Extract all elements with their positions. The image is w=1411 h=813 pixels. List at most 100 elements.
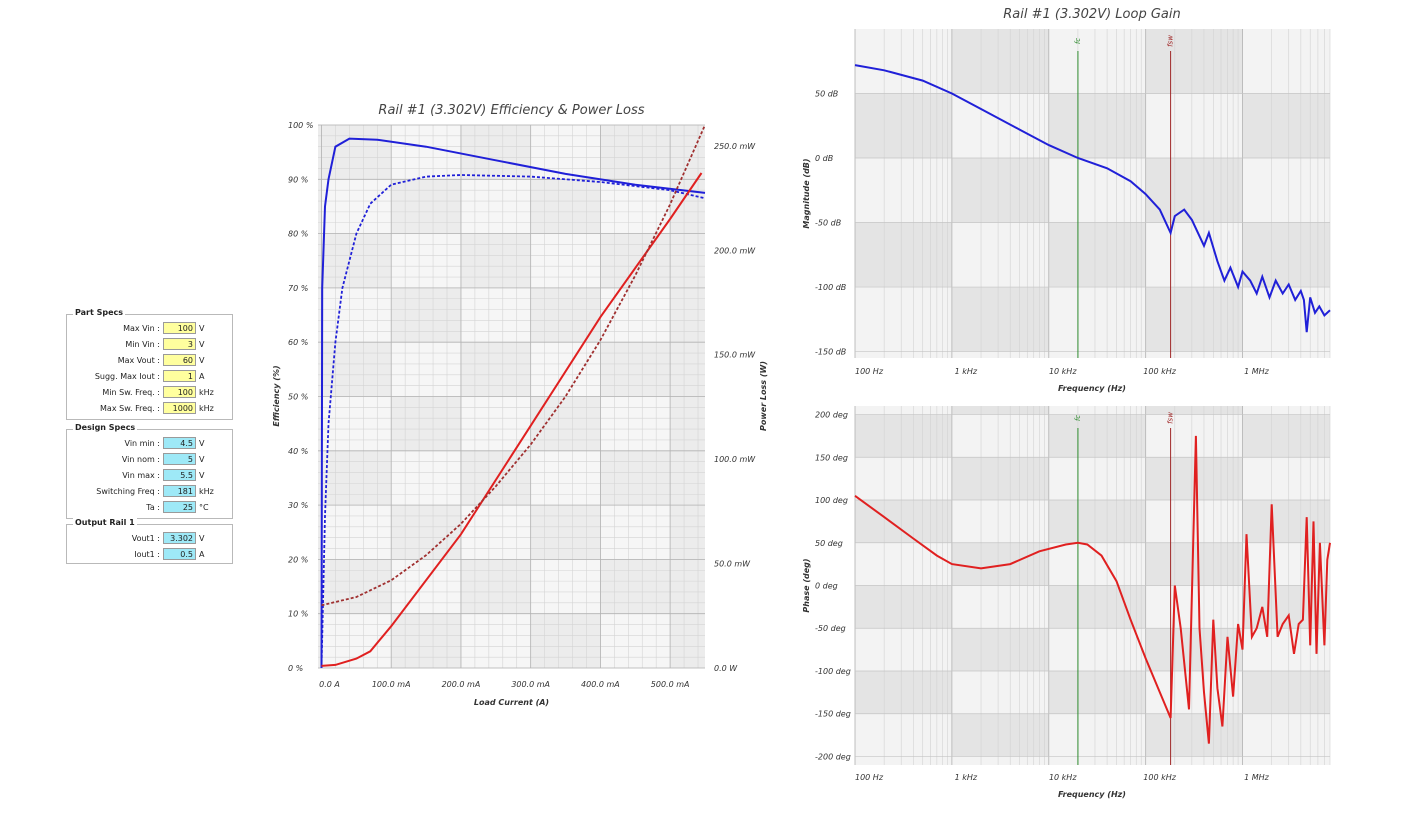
design-spec-value-field[interactable]: 4.5: [163, 437, 196, 449]
x-tick-label: 0.0 A: [319, 680, 340, 689]
grid-band: [1145, 29, 1243, 94]
output-rail-value-field[interactable]: 3.302: [163, 532, 196, 544]
part-spec-label: Min Vin :: [125, 340, 160, 349]
grid-band: [1145, 628, 1243, 671]
design-spec-value-field[interactable]: 5.5: [163, 469, 196, 481]
y-tick-label: -150 deg: [815, 710, 851, 719]
grid-band: [391, 233, 461, 288]
bode-series-2-0: [854, 435, 1331, 744]
output-rail-unit: V: [199, 534, 205, 543]
y-tick-label: 100 deg: [815, 496, 848, 505]
grid-band: [391, 559, 461, 614]
grid-band: [951, 542, 1049, 586]
output-rail-label: Iout1 :: [134, 550, 160, 559]
grid-band: [600, 505, 671, 560]
y-tick-label: 50 dB: [815, 90, 838, 99]
design-spec-value-field[interactable]: 5: [163, 453, 196, 465]
grid-band: [1048, 414, 1146, 458]
output-rail-row: Vout1 :3.302 V: [67, 531, 232, 547]
grid-band: [1145, 287, 1243, 352]
part-spec-label: Sugg. Max Iout :: [94, 372, 160, 381]
y-tick-label: 40 %: [288, 447, 308, 456]
part-spec-value-field[interactable]: 1: [163, 370, 196, 382]
y-tick-label: 10 %: [288, 610, 308, 619]
y-tick-label: 80 %: [288, 230, 308, 239]
design-spec-unit: V: [199, 471, 205, 480]
plot-area: [855, 29, 1330, 358]
part-spec-value-field[interactable]: 60: [163, 354, 196, 366]
design-spec-unit: kHz: [199, 487, 214, 496]
grid-band: [391, 342, 461, 397]
design-spec-label: Switching Freq :: [96, 487, 160, 496]
part-spec-row: Max Vin :100 V: [67, 321, 232, 337]
grid-band: [530, 125, 601, 180]
x-tick-label: 100 Hz: [855, 367, 884, 376]
grid-band: [855, 500, 952, 543]
y-tick-label: -200 deg: [815, 752, 851, 761]
part-spec-row: Min Sw. Freq. :100 kHz: [67, 385, 232, 401]
grid-band: [321, 179, 392, 234]
part-specs-rows: Max Vin :100 V Min Vin :3 V Max Vout :60 V Sug…: [67, 321, 232, 417]
part-spec-value-field[interactable]: 1000: [163, 402, 196, 414]
design-spec-value-field[interactable]: 181: [163, 485, 196, 497]
grid-band: [460, 396, 531, 451]
design-specs-group: Design Specs Vin min :4.5 V Vin nom :5 V Vin…: [66, 423, 233, 519]
y-tick-label: 0 deg: [815, 582, 838, 591]
output-rail-row: Iout1 :0.5 A: [67, 547, 232, 563]
part-spec-unit: A: [199, 372, 205, 381]
x-tick-label: 200.0 mA: [442, 680, 481, 689]
part-spec-value-field[interactable]: 3: [163, 338, 196, 350]
x-tick-label: 100.0 mA: [372, 680, 411, 689]
y-tick-label: 90 %: [288, 175, 308, 184]
output-rail-rows: Vout1 :3.302 V Iout1 :0.5 A: [67, 531, 232, 563]
output-rail-value-field[interactable]: 0.5: [163, 548, 196, 560]
output-rail-label: Vout1 :: [131, 534, 160, 543]
plot-area: [855, 406, 1330, 765]
grid-band: [530, 342, 601, 397]
design-spec-label: Vin min :: [124, 439, 160, 448]
grid-band: [1048, 93, 1146, 159]
grid-band: [855, 93, 952, 159]
y-tick-label: 100 %: [288, 121, 313, 130]
grid-band: [1145, 542, 1243, 586]
x-tick-label: 1 kHz: [955, 367, 978, 376]
grid-band: [951, 287, 1049, 352]
grid-band: [1048, 500, 1146, 543]
design-spec-unit: V: [199, 439, 205, 448]
design-spec-row: Vin min :4.5 V: [67, 436, 232, 452]
grid-band: [1242, 500, 1330, 543]
part-spec-label: Max Vin :: [123, 324, 160, 333]
x-axis-label: Frequency (Hz): [1058, 384, 1126, 393]
part-spec-unit: V: [199, 340, 205, 349]
part-spec-value-field[interactable]: 100: [163, 322, 196, 334]
design-spec-row: Ta :25 °C: [67, 500, 232, 516]
x-tick-label: 400.0 mA: [581, 680, 620, 689]
efficiency-series-3: [321, 124, 706, 607]
part-spec-row: Max Sw. Freq. :1000 kHz: [67, 401, 232, 417]
part-spec-unit: V: [199, 356, 205, 365]
y-tick-label: -100 deg: [815, 667, 851, 676]
design-spec-value-field[interactable]: 25: [163, 501, 196, 513]
x-tick-label: 100 kHz: [1143, 773, 1176, 782]
y-tick-label: 0 dB: [815, 154, 833, 163]
grid-band: [530, 450, 601, 506]
y-tick-label: 50 %: [288, 393, 308, 402]
efficiency-power-loss-chart: Rail #1 (3.302V) Efficiency & Power Loss…: [272, 103, 768, 707]
y-tick-label: 200 deg: [815, 411, 848, 420]
design-spec-label: Vin max :: [122, 471, 160, 480]
part-spec-unit: V: [199, 324, 205, 333]
output-rail-group: Output Rail 1 Vout1 :3.302 V Iout1 :0.5 A: [66, 518, 233, 564]
grid-band: [321, 613, 392, 668]
grid-band: [855, 222, 952, 288]
grid-band: [460, 613, 531, 668]
x-tick-label: 100 kHz: [1143, 367, 1176, 376]
grid-band: [855, 585, 952, 629]
y-axis-label: Phase (deg): [802, 558, 811, 612]
part-spec-value-field[interactable]: 100: [163, 386, 196, 398]
part-specs-title: Part Specs: [73, 308, 126, 317]
y-tick-label: 30 %: [288, 501, 308, 510]
grid-band: [321, 287, 392, 343]
part-spec-label: Min Sw. Freq. :: [102, 388, 160, 397]
design-specs-title: Design Specs: [73, 423, 138, 432]
